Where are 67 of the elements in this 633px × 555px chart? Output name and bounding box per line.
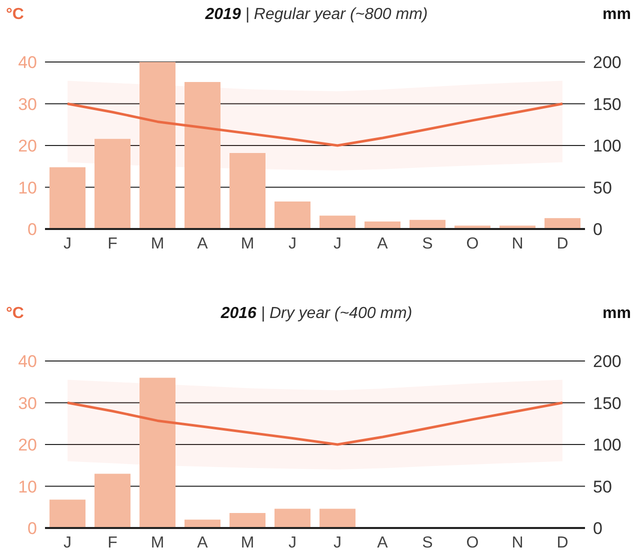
y-tick-label: 30	[18, 94, 37, 114]
chart-title: 2019 | Regular year (~800 mm)	[205, 6, 428, 23]
x-tick-label: J	[334, 534, 342, 552]
x-tick-label: A	[197, 534, 208, 552]
x-tick-label: M	[240, 235, 254, 252]
bar	[140, 378, 176, 528]
y2-tick-label: 200	[593, 53, 622, 72]
y-tick-label: 20	[18, 436, 37, 455]
x-tick-label: D	[556, 235, 568, 252]
y2-tick-label: 100	[593, 136, 622, 156]
y-tick-label: 40	[18, 53, 37, 72]
bar	[274, 201, 310, 229]
x-tick-label: D	[556, 534, 568, 552]
x-tick-label: J	[334, 235, 342, 252]
y2-tick-label: 50	[593, 178, 612, 198]
y2-tick-label: 200	[593, 352, 622, 372]
x-tick-label: A	[377, 534, 388, 552]
y2-axis-title: mm	[602, 305, 631, 323]
y2-tick-label: 0	[593, 519, 602, 538]
y-tick-label: 0	[28, 220, 37, 240]
x-tick-label: S	[422, 235, 433, 252]
y-axis-title: °C	[6, 305, 24, 323]
x-tick-label: A	[197, 235, 208, 252]
y-tick-label: 10	[18, 477, 37, 496]
x-tick-label: F	[108, 534, 118, 552]
x-tick-label: N	[512, 235, 524, 252]
x-tick-label: O	[466, 534, 479, 552]
bar	[50, 167, 86, 229]
x-tick-label: M	[240, 534, 254, 552]
x-tick-label: J	[288, 534, 296, 552]
bar	[274, 508, 310, 528]
bar	[230, 512, 266, 528]
y-tick-label: 20	[18, 136, 37, 156]
x-tick-label: F	[108, 235, 118, 252]
bar	[320, 216, 356, 229]
x-tick-label: O	[466, 235, 479, 252]
y-axis-title: °C	[6, 6, 24, 24]
bar	[50, 500, 86, 528]
bar	[544, 218, 580, 229]
line-series	[66, 402, 564, 446]
y-tick-label: 0	[28, 519, 37, 538]
x-tick-label: J	[64, 235, 72, 252]
bar	[230, 153, 266, 229]
bar	[94, 474, 130, 528]
x-tick-label: M	[150, 534, 164, 552]
bar	[140, 62, 176, 229]
x-tick-label: A	[377, 235, 388, 252]
bar	[94, 138, 130, 229]
x-tick-label: M	[150, 235, 164, 252]
y2-tick-label: 150	[593, 394, 622, 413]
bar	[184, 82, 220, 229]
line-series	[66, 102, 564, 147]
bar	[320, 508, 356, 528]
bar	[184, 520, 220, 528]
y-tick-label: 10	[18, 178, 37, 198]
x-tick-label: J	[288, 235, 296, 252]
x-tick-label: J	[64, 534, 72, 552]
y2-tick-label: 150	[593, 94, 622, 114]
y2-tick-label: 50	[593, 477, 612, 496]
y-tick-label: 40	[18, 352, 37, 372]
y2-axis-title: mm	[602, 6, 631, 24]
x-tick-label: S	[422, 534, 433, 552]
y-tick-label: 30	[18, 394, 37, 413]
chart-title: 2016 | Dry year (~400 mm)	[220, 305, 412, 322]
x-tick-label: N	[512, 534, 524, 552]
y2-tick-label: 0	[593, 220, 602, 240]
y2-tick-label: 100	[593, 436, 622, 455]
